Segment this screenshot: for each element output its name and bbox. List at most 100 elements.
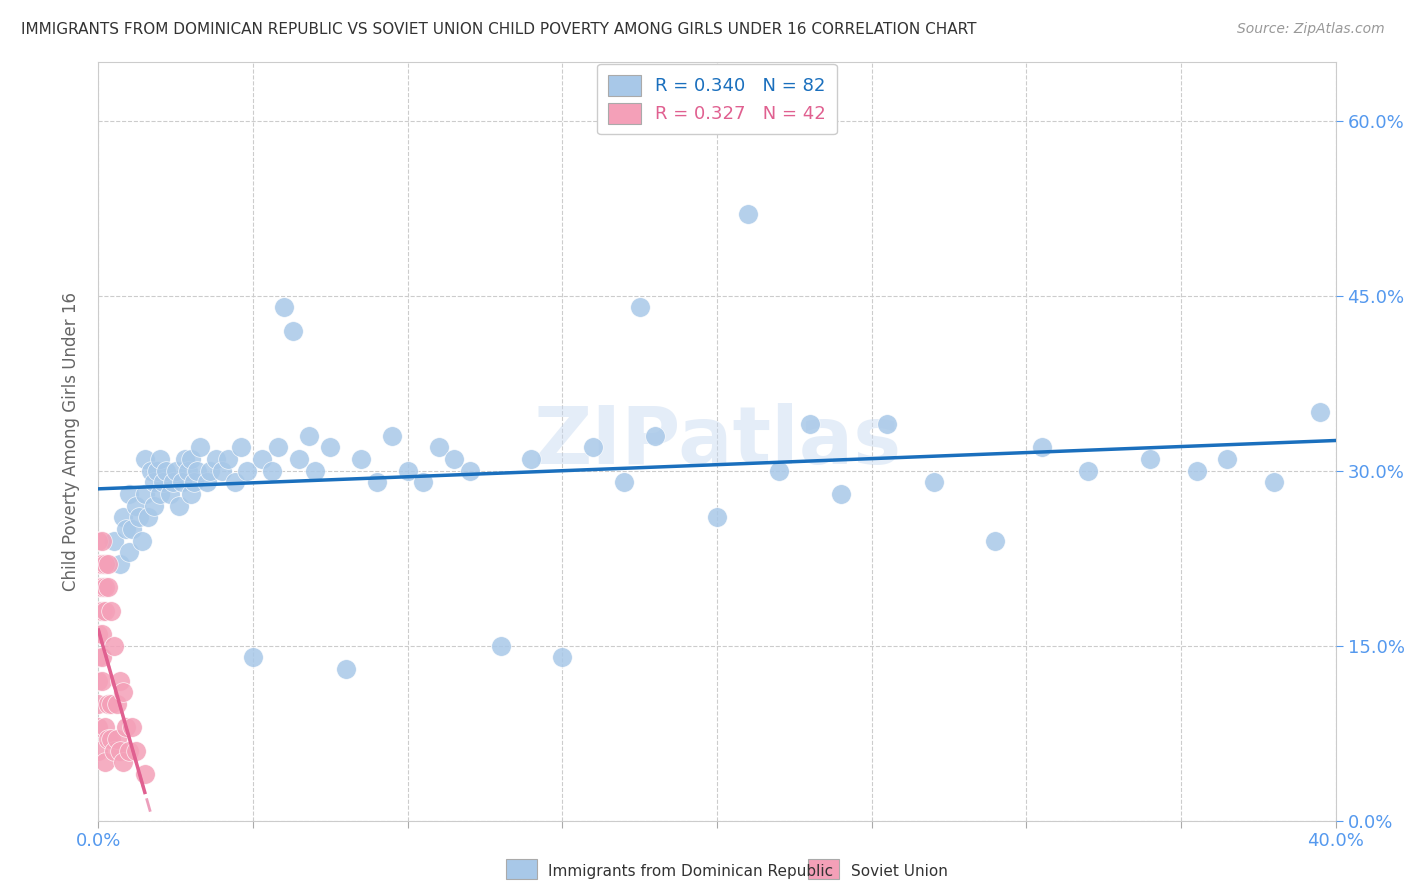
- Point: [146, 464, 169, 478]
- Text: IMMIGRANTS FROM DOMINICAN REPUBLIC VS SOVIET UNION CHILD POVERTY AMONG GIRLS UND: IMMIGRANTS FROM DOMINICAN REPUBLIC VS SO…: [21, 22, 977, 37]
- Point: [118, 744, 141, 758]
- Point: [87, 604, 110, 618]
- Point: [155, 464, 177, 478]
- Point: [1185, 464, 1208, 478]
- Point: [103, 639, 125, 653]
- Point: [100, 697, 122, 711]
- Point: [121, 720, 143, 734]
- Point: [87, 720, 110, 734]
- Point: [984, 533, 1007, 548]
- Point: [108, 673, 131, 688]
- Point: [105, 697, 128, 711]
- Point: [165, 464, 187, 478]
- Point: [319, 441, 342, 455]
- Point: [93, 580, 115, 594]
- Point: [288, 452, 311, 467]
- Point: [267, 441, 290, 455]
- Point: [613, 475, 636, 490]
- Text: ZIPatlas: ZIPatlas: [533, 402, 901, 481]
- Point: [180, 452, 202, 467]
- Point: [93, 720, 115, 734]
- Point: [1309, 405, 1331, 419]
- Point: [103, 533, 125, 548]
- Point: [298, 428, 321, 442]
- Point: [87, 650, 110, 665]
- Point: [443, 452, 465, 467]
- Point: [131, 533, 153, 548]
- Point: [242, 650, 264, 665]
- Point: [1263, 475, 1285, 490]
- Point: [211, 464, 233, 478]
- Point: [90, 627, 112, 641]
- Point: [143, 499, 166, 513]
- Point: [118, 487, 141, 501]
- Point: [97, 697, 120, 711]
- Point: [143, 475, 166, 490]
- Point: [177, 464, 200, 478]
- Point: [1077, 464, 1099, 478]
- Point: [260, 464, 283, 478]
- Point: [108, 744, 131, 758]
- Point: [830, 487, 852, 501]
- Point: [174, 452, 197, 467]
- Point: [149, 452, 172, 467]
- Point: [1216, 452, 1239, 467]
- Point: [159, 487, 181, 501]
- Point: [922, 475, 945, 490]
- Point: [124, 499, 146, 513]
- Point: [152, 475, 174, 490]
- Point: [190, 441, 212, 455]
- Point: [412, 475, 434, 490]
- Point: [706, 510, 728, 524]
- Point: [87, 533, 110, 548]
- Point: [134, 767, 156, 781]
- Point: [112, 510, 135, 524]
- Point: [799, 417, 821, 431]
- Point: [283, 324, 305, 338]
- Point: [103, 744, 125, 758]
- Point: [628, 301, 651, 315]
- Point: [1031, 441, 1053, 455]
- Point: [273, 301, 295, 315]
- Point: [97, 557, 120, 571]
- Point: [737, 207, 759, 221]
- Point: [183, 475, 205, 490]
- Point: [350, 452, 373, 467]
- Point: [186, 464, 208, 478]
- Point: [128, 510, 150, 524]
- Point: [134, 452, 156, 467]
- Point: [180, 487, 202, 501]
- Point: [229, 441, 252, 455]
- Point: [1139, 452, 1161, 467]
- Point: [768, 464, 790, 478]
- Point: [90, 533, 112, 548]
- Point: [87, 744, 110, 758]
- Point: [489, 639, 512, 653]
- Point: [366, 475, 388, 490]
- Point: [458, 464, 481, 478]
- Point: [112, 685, 135, 699]
- Point: [105, 731, 128, 746]
- Point: [217, 452, 239, 467]
- Point: [136, 510, 159, 524]
- Point: [381, 428, 404, 442]
- Point: [90, 673, 112, 688]
- Point: [115, 522, 138, 536]
- Point: [87, 557, 110, 571]
- Point: [876, 417, 898, 431]
- Point: [100, 604, 122, 618]
- Point: [90, 650, 112, 665]
- Point: [335, 662, 357, 676]
- Point: [236, 464, 259, 478]
- Point: [170, 475, 193, 490]
- Point: [87, 673, 110, 688]
- Point: [139, 464, 162, 478]
- Legend: R = 0.340   N = 82, R = 0.327   N = 42: R = 0.340 N = 82, R = 0.327 N = 42: [598, 64, 837, 135]
- Point: [195, 475, 218, 490]
- Point: [121, 522, 143, 536]
- Text: Soviet Union: Soviet Union: [851, 864, 948, 879]
- Point: [252, 452, 274, 467]
- Point: [87, 627, 110, 641]
- Point: [115, 720, 138, 734]
- Point: [644, 428, 666, 442]
